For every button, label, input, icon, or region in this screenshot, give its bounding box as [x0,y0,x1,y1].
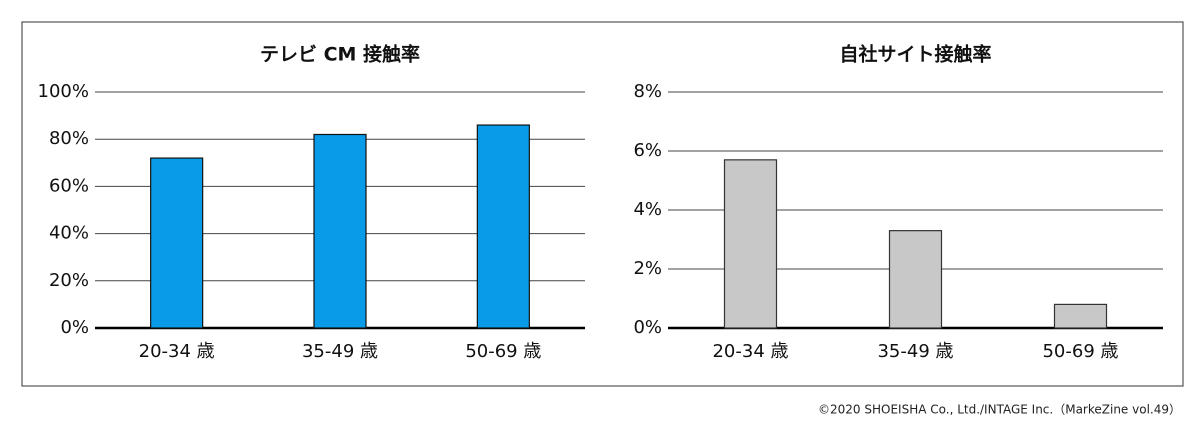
bar [313,133,367,329]
y-tick-label: 80% [49,128,89,149]
y-tick-label: 0% [633,317,662,338]
y-tick-label: 4% [633,199,662,220]
y-tick-label: 40% [49,223,89,244]
chart-title: 自社サイト接触率 [839,43,991,66]
frame [21,21,1184,387]
bar [888,230,943,329]
y-tick-label: 8% [633,81,662,102]
x-tick-label: 20-34 歳 [139,341,215,362]
x-tick-label: 20-34 歳 [712,341,788,362]
footer: ©2020 SHOEISHA Co., Ltd./INTAGE Inc.（Mar… [818,403,1181,417]
x-tick-label: 35-49 歳 [302,341,378,362]
chart-title: テレビ CM 接触率 [260,43,420,66]
y-tick-label: 2% [633,258,662,279]
bar [723,159,778,329]
bar [1053,303,1108,329]
bar [150,157,204,329]
y-tick-label: 0% [60,317,89,338]
x-tick-label: 50-69 歳 [465,341,541,362]
y-tick-label: 6% [633,140,662,161]
bar [476,124,530,329]
x-tick-label: 35-49 歳 [877,341,953,362]
y-tick-label: 20% [49,270,89,291]
x-tick-label: 50-69 歳 [1042,341,1118,362]
y-tick-label: 60% [49,175,89,196]
y-tick-label: 100% [38,81,89,102]
